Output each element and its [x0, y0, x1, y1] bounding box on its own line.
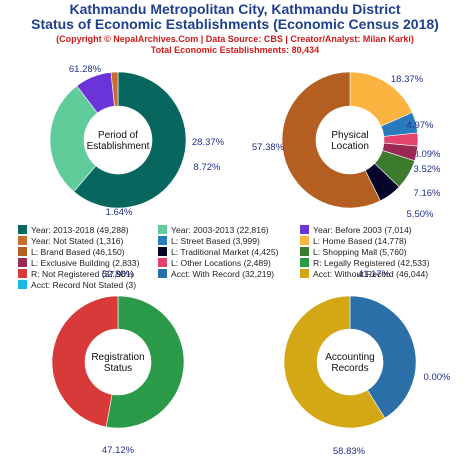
- legend-swatch: [300, 247, 309, 256]
- slice-percent-label: 4.97%: [407, 120, 434, 131]
- donut-slice: [349, 295, 417, 419]
- legend-item: L: Other Locations (2,489): [158, 258, 271, 268]
- legend-item: Year: Not Stated (1,316): [18, 236, 123, 246]
- legend-item: Year: 2003-2013 (22,816): [158, 225, 269, 235]
- legend-swatch: [158, 225, 167, 234]
- slice-percent-label: 7.16%: [414, 188, 441, 199]
- donut-slice: [283, 295, 386, 429]
- legend-swatch: [300, 258, 309, 267]
- legend-item: L: Brand Based (46,150): [18, 247, 125, 257]
- total-establishments: Total Economic Establishments: 80,434: [150, 45, 320, 55]
- legend-item: Acct: Record Not Stated (3): [18, 280, 136, 290]
- legend-swatch: [158, 258, 167, 267]
- donut-slice: [51, 295, 119, 428]
- legend-label: Year: 2003-2013 (22,816): [171, 225, 269, 235]
- slice-percent-label: 3.09%: [414, 149, 441, 160]
- donut-center-label: Establishment: [87, 141, 150, 152]
- donut-slice: [49, 85, 98, 193]
- donut-center-label: Status: [104, 363, 132, 374]
- slice-percent-label: 28.37%: [192, 137, 225, 148]
- donut-chart-1: 61.28% 28.37% 8.72% 1.64% Period ofEstablish…: [49, 64, 225, 218]
- page-title: Kathmandu Metropolitan City, Kathmandu D…: [69, 1, 401, 17]
- donut-center-label: Physical: [331, 130, 368, 141]
- legend-label: L: Brand Based (46,150): [31, 247, 125, 257]
- slice-percent-label: 3.52%: [414, 164, 441, 175]
- legend-label: R: Legally Registered (42,533): [313, 258, 430, 268]
- legend-label: Year: Before 2003 (7,014): [313, 225, 412, 235]
- slice-percent-label: 5.50%: [407, 209, 434, 220]
- slice-percent-label: 8.72%: [194, 162, 221, 173]
- donut-hole: [317, 329, 383, 395]
- slice-percent-label: 41.17%: [358, 269, 391, 280]
- legend-swatch: [158, 269, 167, 278]
- legend-swatch: [18, 280, 27, 289]
- legend-item: L: Traditional Market (4,425): [158, 247, 278, 257]
- donut-slice: [281, 71, 381, 209]
- legend-label: Acct: With Record (32,219): [171, 269, 275, 279]
- legend-item: Year: Before 2003 (7,014): [300, 225, 412, 235]
- legend-swatch: [18, 269, 27, 278]
- legend-label: L: Shopping Mall (5,760): [313, 247, 407, 257]
- donut-slice: [105, 295, 185, 429]
- legend-swatch: [18, 247, 27, 256]
- donut-slice: [73, 71, 187, 209]
- legend-label: L: Home Based (14,778): [313, 236, 407, 246]
- legend-item: L: Shopping Mall (5,760): [300, 247, 407, 257]
- legend-swatch: [18, 225, 27, 234]
- legend-item: L: Exclusive Building (2,833): [18, 258, 139, 268]
- donut-chart-2: 18.37% 4.97% 3.09% 3.52% 7.16% 5.50% 57.38% Phy…: [252, 71, 441, 220]
- donut-center-label: Registration: [91, 352, 144, 363]
- copyright-note: (Copyright © NepalArchives.Com | Data So…: [56, 34, 414, 44]
- legend-label: L: Traditional Market (4,425): [171, 247, 279, 257]
- legend-item: Acct: Without Record (46,044): [300, 269, 428, 279]
- slice-percent-label: 47.12%: [102, 445, 135, 456]
- donut-hole: [84, 106, 152, 174]
- legend-item: Year: 2013-2018 (49,288): [18, 225, 129, 235]
- legend-swatch: [158, 236, 167, 245]
- slice-percent-label: 61.28%: [69, 64, 102, 75]
- legend-swatch: [300, 269, 309, 278]
- legend-label: R: Not Registered (37,901): [31, 269, 134, 279]
- donut-center-label: Records: [331, 363, 368, 374]
- donut-center-label: Accounting: [325, 352, 374, 363]
- legend-item: R: Not Registered (37,901): [18, 269, 134, 279]
- legend-item: L: Street Based (3,999): [158, 236, 260, 246]
- legend-label: L: Exclusive Building (2,833): [31, 258, 140, 268]
- legend-swatch: [18, 236, 27, 245]
- donut-hole: [85, 329, 151, 395]
- legend-item: Acct: With Record (32,219): [158, 269, 274, 279]
- slice-percent-label: 0.00%: [424, 372, 451, 383]
- legend-swatch: [300, 225, 309, 234]
- slice-percent-label: 18.37%: [391, 74, 424, 85]
- donut-hole: [316, 106, 384, 174]
- legend-swatch: [18, 258, 27, 267]
- legend-label: Year: Not Stated (1,316): [31, 236, 124, 246]
- legend-item: L: Home Based (14,778): [300, 236, 407, 246]
- slice-percent-label: 52.88%: [102, 269, 135, 280]
- slice-percent-label: 1.64%: [106, 207, 133, 218]
- page-subtitle: Status of Economic Establishments (Econo…: [31, 16, 439, 32]
- legend-item: R: Legally Registered (42,533): [300, 258, 430, 268]
- legend-label: L: Street Based (3,999): [171, 236, 260, 246]
- legend-swatch: [300, 236, 309, 245]
- donut-center-label: Period of: [98, 130, 138, 141]
- donut-slice: [110, 71, 119, 107]
- legend-label: Year: 2013-2018 (49,288): [31, 225, 129, 235]
- slice-percent-label: 57.38%: [252, 142, 285, 153]
- legend-label: Acct: Record Not Stated (3): [31, 280, 137, 290]
- legend-label: Acct: Without Record (46,044): [313, 269, 429, 279]
- donut-center-label: Location: [331, 141, 369, 152]
- legend-swatch: [158, 247, 167, 256]
- slice-percent-label: 58.83%: [333, 446, 366, 457]
- legend-label: L: Other Locations (2,489): [171, 258, 271, 268]
